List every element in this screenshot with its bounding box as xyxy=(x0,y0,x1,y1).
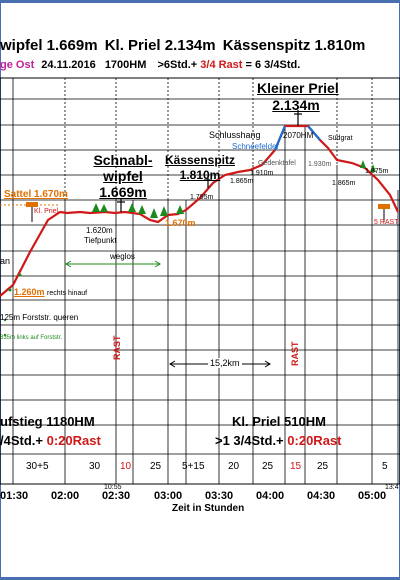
summit-cross-icon xyxy=(294,110,302,126)
snowfield-segment-right xyxy=(307,125,321,141)
vertical-gridlines xyxy=(12,78,399,484)
segment-duration: 25 xyxy=(150,461,162,472)
an-label: an xyxy=(0,256,11,266)
forststr-hinauf-text: rechts hinauf xyxy=(47,290,88,297)
gedenktafel-label: Gedenktafel xyxy=(258,160,296,167)
time-tick: 04:00 xyxy=(256,490,285,502)
time-tick: 01:30 xyxy=(0,490,29,502)
kleiner-priel-name: Kleiner Priel xyxy=(257,80,339,96)
distance-label: 15,2km xyxy=(208,358,242,368)
kleiner-priel-alt: 2.134m xyxy=(272,97,320,113)
tiefpunkt-alt-label: 1.620m xyxy=(86,226,113,235)
summit-cross-icon xyxy=(117,198,125,212)
summit-cross-icon xyxy=(204,176,212,188)
klpriel-label: Kl. Priel 510HM xyxy=(232,414,326,429)
schneefelder-label: Schneefelder xyxy=(232,142,280,151)
time-tick: 03:30 xyxy=(205,490,234,502)
route-label: ge Ost xyxy=(0,59,35,71)
segment-duration: 20 xyxy=(228,461,240,472)
weglos-arrow xyxy=(65,260,161,268)
aufstieg-rast: 0:20Rast xyxy=(46,433,101,448)
alt-1795-label: 1.795m xyxy=(190,194,214,201)
alt-1865-b-label: 1.865m xyxy=(332,180,356,187)
alt-1910-label: 1.910m xyxy=(250,170,274,177)
top-strip xyxy=(0,0,400,3)
alt-1875-label: 1.875m xyxy=(365,168,389,175)
tiefpunkt-label: Tiefpunkt xyxy=(84,236,117,245)
dashed-gridlines xyxy=(64,78,373,200)
segment-duration: 15 xyxy=(290,461,302,472)
segment-duration: 30 xyxy=(89,461,101,472)
aufstieg-std: /4Std.+ xyxy=(0,433,43,448)
alt-2070-label: 2070HM xyxy=(283,131,314,140)
forststr-links-label: 835m links auf Forststr. xyxy=(0,335,63,341)
alt-1930-label: 1.930m xyxy=(308,161,332,168)
klpriel-time: >1 3/4Std.+ 0:20Rast xyxy=(215,433,341,448)
forststr-queren-label: 125m Forststr. queren xyxy=(0,313,79,322)
rest-label: 3/4 Rast xyxy=(200,59,243,71)
date-label: 24.11.2016 xyxy=(41,59,96,71)
time-1055: 10:55 xyxy=(104,484,122,491)
duration-total-label: = 6 3/4Std. xyxy=(245,59,301,71)
aufstieg-label: ufstieg 1180HM xyxy=(0,414,95,429)
signpost-icon xyxy=(378,204,390,222)
kl-priel-sign-label: Kl. Priel xyxy=(34,208,59,215)
schnabl-name-1: Schnabl- xyxy=(93,152,153,168)
aufstieg-time: /4Std.+ 0:20Rast xyxy=(0,433,101,448)
tree-icon xyxy=(92,160,376,218)
kaessen-title: Kässenspitz 1.810m xyxy=(161,153,239,183)
horizontal-gridlines xyxy=(0,98,400,485)
schnabl-alt: 1.669m xyxy=(99,184,147,200)
schnabl-title: Schnabl- wipfel 1.669m xyxy=(88,152,158,200)
suedgrat-label: Südgrat xyxy=(328,135,353,142)
rast-label-1: RAST xyxy=(112,335,122,361)
time-tick: 03:00 xyxy=(154,490,183,502)
segment-duration-text: 5+15 xyxy=(182,461,205,472)
segment-duration: 5 xyxy=(382,461,388,472)
title-klpriel: Kl. Priel 2.134m xyxy=(104,37,216,54)
title-kaessen: Kässenspitz 1.810m xyxy=(222,37,366,54)
kaessen-alt: 1.810m xyxy=(179,168,221,182)
time-axis-title: Zeit in Stunden xyxy=(172,503,245,514)
subtitle-line: ge Ost 24.11.2016 1700HM >6Std.+ 3/4 Ras… xyxy=(0,59,400,75)
schlusshang-label: Schlusshang xyxy=(209,130,261,140)
five-rast-label: 5 RAST xyxy=(374,219,399,226)
alt-1865-a-label: 1.865m xyxy=(230,178,254,185)
kleiner-priel-title: Kleiner Priel 2.134m xyxy=(257,80,339,114)
time-tick: 02:00 xyxy=(51,490,80,502)
rast-label-2: RAST xyxy=(290,341,300,367)
time-134: 13:4 xyxy=(385,484,399,491)
title-line: wipfel 1.669m Kl. Priel 2.134m Kässenspi… xyxy=(0,37,400,59)
weglos-label: weglos xyxy=(110,252,135,261)
snowfield-segment-left xyxy=(273,125,287,151)
segment-duration: 10 xyxy=(120,461,132,472)
time-tick: 04:30 xyxy=(307,490,336,502)
kaessen-name: Kässenspitz xyxy=(164,153,236,167)
signpost-icon xyxy=(26,202,38,222)
klpriel-std: >1 3/4Std.+ xyxy=(215,433,284,448)
waypoint-dots xyxy=(3,273,22,337)
segment-duration: 25 xyxy=(317,461,329,472)
elevation-gain-label: 1700HM xyxy=(104,59,147,71)
duration-label: >6Std.+ xyxy=(157,59,198,71)
sattel-label: Sattel 1.670m xyxy=(4,189,68,200)
time-tick: 02:30 xyxy=(102,490,131,502)
forststr-hinauf-label: 1.260m rechts hinauf xyxy=(14,287,87,297)
klpriel-rast: 0:20Rast xyxy=(287,433,342,448)
schnabl-name-2: wipfel xyxy=(103,168,143,184)
elevation-profile-line xyxy=(0,124,399,297)
forststr-hinauf-alt: 1.260m xyxy=(14,287,45,297)
time-tick: 05:00 xyxy=(358,490,387,502)
title-schnabl: wipfel 1.669m xyxy=(0,37,98,54)
alt-1670-mid-label: 1.670m xyxy=(165,218,196,228)
segment-duration: 5+15 xyxy=(182,461,205,472)
segment-duration: 30+5 xyxy=(26,461,49,472)
segment-duration: 25 xyxy=(262,461,274,472)
